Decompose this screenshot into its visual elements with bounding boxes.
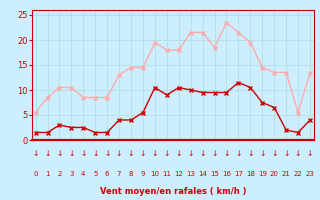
Text: 13: 13: [186, 171, 195, 177]
Text: ↓: ↓: [223, 150, 230, 158]
Text: ↓: ↓: [212, 150, 218, 158]
Text: Vent moyen/en rafales ( km/h ): Vent moyen/en rafales ( km/h ): [100, 187, 246, 196]
Text: 19: 19: [258, 171, 267, 177]
Text: 11: 11: [162, 171, 171, 177]
Text: ↓: ↓: [32, 150, 39, 158]
Text: 7: 7: [117, 171, 121, 177]
Text: ↓: ↓: [68, 150, 75, 158]
Text: 23: 23: [306, 171, 315, 177]
Text: ↓: ↓: [128, 150, 134, 158]
Text: 0: 0: [33, 171, 38, 177]
Text: ↓: ↓: [199, 150, 206, 158]
Text: 21: 21: [282, 171, 291, 177]
Text: 8: 8: [129, 171, 133, 177]
Text: ↓: ↓: [235, 150, 242, 158]
Text: 12: 12: [174, 171, 183, 177]
Text: 4: 4: [81, 171, 85, 177]
Text: 16: 16: [222, 171, 231, 177]
Text: ↓: ↓: [307, 150, 313, 158]
Text: ↓: ↓: [140, 150, 146, 158]
Text: ↓: ↓: [152, 150, 158, 158]
Text: ↓: ↓: [259, 150, 266, 158]
Text: ↓: ↓: [116, 150, 122, 158]
Text: 18: 18: [246, 171, 255, 177]
Text: 17: 17: [234, 171, 243, 177]
Text: 15: 15: [210, 171, 219, 177]
Text: ↓: ↓: [80, 150, 86, 158]
Text: ↓: ↓: [271, 150, 277, 158]
Text: ↓: ↓: [92, 150, 99, 158]
Text: 6: 6: [105, 171, 109, 177]
Text: 9: 9: [141, 171, 145, 177]
Text: 14: 14: [198, 171, 207, 177]
Text: 2: 2: [57, 171, 62, 177]
Text: ↓: ↓: [188, 150, 194, 158]
Text: ↓: ↓: [295, 150, 301, 158]
Text: ↓: ↓: [176, 150, 182, 158]
Text: 22: 22: [294, 171, 302, 177]
Text: ↓: ↓: [247, 150, 253, 158]
Text: ↓: ↓: [44, 150, 51, 158]
Text: ↓: ↓: [104, 150, 110, 158]
Text: 10: 10: [150, 171, 159, 177]
Text: 1: 1: [45, 171, 50, 177]
Text: ↓: ↓: [56, 150, 63, 158]
Text: 20: 20: [270, 171, 279, 177]
Text: ↓: ↓: [283, 150, 289, 158]
Text: 3: 3: [69, 171, 74, 177]
Text: ↓: ↓: [164, 150, 170, 158]
Text: 5: 5: [93, 171, 97, 177]
